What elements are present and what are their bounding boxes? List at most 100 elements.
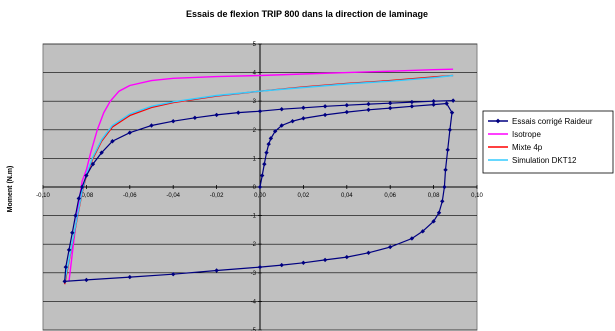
x-tick-label: 0,00: [254, 193, 266, 199]
data-point: [279, 123, 284, 128]
data-point: [442, 184, 447, 190]
data-point: [257, 109, 263, 114]
data-point: [409, 104, 415, 109]
chart-title: Essais de flexion TRIP 800 dans la direc…: [186, 9, 428, 19]
data-point: [192, 115, 198, 120]
data-point: [279, 262, 284, 268]
data-point: [66, 247, 72, 253]
data-point: [76, 196, 82, 201]
x-tick-label: 0,10: [471, 193, 483, 199]
x-tick-label: 0,04: [341, 193, 353, 199]
y-tick-label: -1: [251, 214, 257, 220]
data-point: [127, 130, 132, 135]
data-point: [70, 230, 75, 235]
y-tick-label: 4: [253, 71, 257, 77]
series-line-simulation-dkt12: [64, 74, 454, 282]
y-tick-label: 2: [253, 128, 257, 134]
tick-labels: -0,10 -0,08 -0,06 -0,04 -0,02 0,00 0,02 0,04 0,0…: [36, 42, 483, 331]
data-point: [450, 98, 456, 103]
y-tick-label: -5: [251, 328, 257, 331]
y-tick-label: 3: [253, 99, 257, 105]
y-tick-label: -3: [251, 271, 257, 277]
legend: Essais corrigé Raideur Isotrope Mixte 4p Si…: [482, 110, 614, 174]
data-point: [444, 101, 449, 106]
data-point: [110, 139, 115, 144]
data-point: [63, 264, 68, 270]
data-point: [420, 229, 425, 234]
legend-label: Mixte 4p: [512, 143, 543, 152]
data-point: [84, 277, 89, 283]
y-tick-label: -4: [251, 299, 257, 305]
data-point: [366, 250, 371, 255]
x-tick-label: -0,06: [123, 193, 137, 199]
y-axis-label: Moment (N.m): [7, 166, 14, 213]
data-point: [171, 272, 176, 277]
data-point: [445, 147, 450, 153]
legend-marker: [495, 118, 501, 124]
data-point: [431, 99, 436, 104]
data-point: [262, 161, 267, 167]
data-point: [99, 150, 104, 155]
data-point: [214, 112, 219, 118]
data-point: [409, 99, 415, 105]
data-point: [322, 104, 328, 109]
data-point: [388, 101, 393, 106]
data-point: [344, 103, 349, 108]
data-point: [388, 244, 393, 250]
data-point: [84, 173, 89, 178]
data-point: [409, 236, 415, 241]
data-point: [62, 279, 67, 284]
data-point: [366, 101, 371, 107]
data-point: [266, 141, 271, 147]
data-point: [301, 116, 306, 121]
data-point: [301, 260, 306, 265]
data-point: [127, 274, 132, 280]
data-point: [447, 127, 453, 132]
data-point: [449, 110, 455, 115]
data-point: [436, 210, 442, 215]
data-point: [388, 105, 393, 111]
x-tick-label: -0,02: [210, 193, 224, 199]
x-tick-label: 0,02: [298, 193, 310, 199]
legend-label: Isotrope: [512, 130, 541, 139]
y-tick-label: 1: [253, 156, 257, 162]
x-tick-label: -0,04: [166, 193, 180, 199]
x-tick-label: 0,08: [428, 193, 440, 199]
data-point: [272, 129, 278, 134]
data-point: [236, 110, 241, 115]
y-tick-label: -2: [251, 242, 257, 248]
data-point: [279, 107, 284, 112]
y-tick-label: 5: [253, 42, 257, 48]
data-point: [259, 173, 265, 178]
data-point: [344, 254, 349, 260]
data-point: [440, 199, 445, 204]
data-point: [268, 136, 274, 141]
data-point: [264, 150, 269, 155]
data-point: [431, 219, 436, 224]
data-point: [431, 102, 436, 107]
series-layer: [62, 68, 456, 285]
data-point: [214, 268, 219, 273]
legend-label: Essais corrigé Raideur: [512, 117, 593, 126]
series-line-isotrope: [68, 68, 454, 282]
data-point: [290, 119, 295, 124]
x-tick-label: -0,08: [80, 193, 94, 199]
data-point: [257, 184, 263, 190]
data-point: [79, 184, 85, 190]
data-point: [322, 257, 328, 263]
data-point: [443, 167, 448, 173]
data-point: [73, 213, 78, 218]
data-point: [149, 123, 154, 128]
y-tick-label: 0: [253, 185, 257, 191]
x-tick-label: 0,06: [384, 193, 396, 199]
data-point: [90, 161, 96, 167]
data-point: [171, 119, 176, 124]
x-tick-label: -0,10: [36, 193, 50, 199]
legend-label: Simulation DKT12: [512, 156, 577, 165]
data-point: [301, 105, 306, 110]
data-point: [366, 107, 371, 112]
data-point: [257, 264, 263, 270]
data-point: [344, 109, 349, 115]
data-point: [322, 112, 328, 118]
